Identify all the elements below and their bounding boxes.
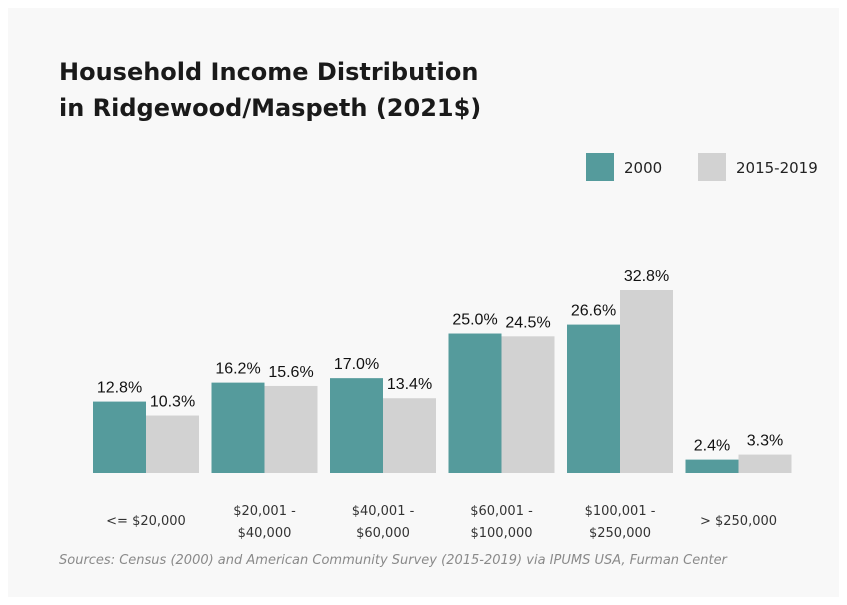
data-label: 3.3% bbox=[747, 433, 783, 450]
category-label: $60,000 bbox=[356, 526, 410, 541]
bar bbox=[146, 415, 199, 473]
data-label: 17.0% bbox=[334, 356, 379, 373]
bar bbox=[264, 385, 318, 473]
legend-label: 2000 bbox=[624, 159, 662, 177]
chart-title: Household Income Distribution in Ridgewoo… bbox=[59, 58, 481, 122]
category-label: $250,000 bbox=[589, 526, 651, 541]
legend: 2000 2015-2019 bbox=[586, 153, 818, 181]
category-label: <= $20,000 bbox=[106, 514, 186, 529]
bars bbox=[93, 290, 792, 473]
bar bbox=[567, 324, 620, 473]
category-label: $100,001 - bbox=[585, 504, 656, 519]
bar bbox=[93, 401, 146, 473]
data-label: 32.8% bbox=[624, 268, 669, 285]
bar bbox=[685, 459, 739, 473]
category-label: $40,001 - bbox=[352, 504, 415, 519]
data-label: 16.2% bbox=[215, 361, 260, 378]
value-labels: 12.8% 10.3% 16.2% 15.6% 17.0% 13.4% 25.0% 24.5%… bbox=[97, 268, 783, 455]
category-label: $60,001 - bbox=[470, 504, 533, 519]
data-label: 12.8% bbox=[97, 380, 142, 397]
bar bbox=[330, 378, 383, 473]
source-note: Sources: Census (2000) and American Comm… bbox=[59, 553, 729, 568]
category-labels: <= $20,000 $20,001 - $40,000 $40,001 - $60,0… bbox=[106, 504, 777, 541]
category-label: $100,000 bbox=[470, 526, 532, 541]
category-label: $40,000 bbox=[238, 526, 292, 541]
legend-label: 2015-2019 bbox=[736, 159, 818, 177]
bar bbox=[620, 290, 673, 473]
bar bbox=[211, 382, 265, 473]
bar bbox=[448, 333, 502, 473]
bar bbox=[501, 336, 555, 473]
category-label: $20,001 - bbox=[233, 504, 296, 519]
category-label: > $250,000 bbox=[700, 514, 777, 529]
data-label: 2.4% bbox=[694, 438, 730, 455]
data-label: 10.3% bbox=[150, 394, 195, 411]
bar bbox=[383, 398, 436, 473]
chart: Household Income Distribution in Ridgewoo… bbox=[59, 58, 818, 568]
legend-swatch bbox=[698, 153, 726, 181]
bar bbox=[738, 454, 792, 473]
legend-swatch bbox=[586, 153, 614, 181]
data-label: 15.6% bbox=[268, 364, 313, 381]
data-label: 25.0% bbox=[452, 312, 497, 329]
data-label: 26.6% bbox=[571, 303, 616, 320]
chart-title-line: in Ridgewood/Maspeth (2021$) bbox=[59, 94, 481, 122]
data-label: 24.5% bbox=[505, 314, 550, 331]
data-label: 13.4% bbox=[387, 376, 432, 393]
chart-title-line: Household Income Distribution bbox=[59, 58, 478, 86]
chart-card: Household Income Distribution in Ridgewoo… bbox=[8, 8, 839, 597]
